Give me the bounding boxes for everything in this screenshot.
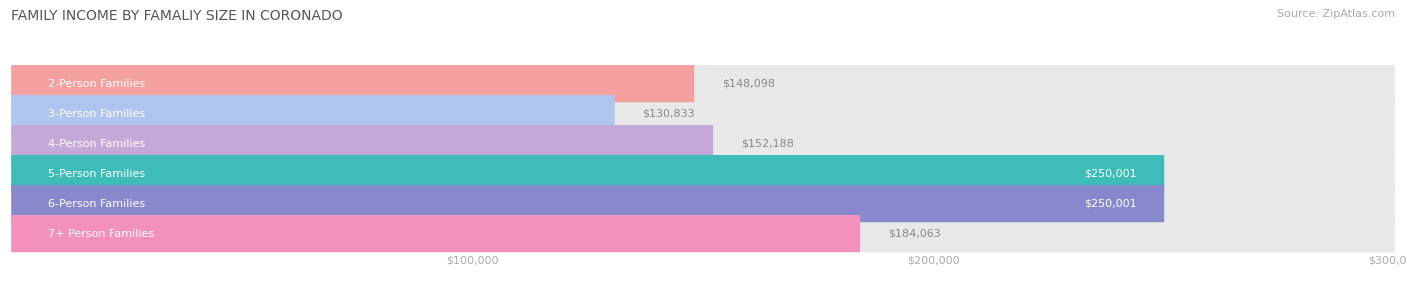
- Text: FAMILY INCOME BY FAMALIY SIZE IN CORONADO: FAMILY INCOME BY FAMALIY SIZE IN CORONAD…: [11, 9, 343, 23]
- Text: $184,063: $184,063: [887, 229, 941, 239]
- Text: 3-Person Families: 3-Person Families: [48, 109, 145, 119]
- FancyBboxPatch shape: [11, 155, 1395, 192]
- Text: $250,001: $250,001: [1084, 199, 1136, 209]
- FancyBboxPatch shape: [11, 215, 1395, 252]
- FancyBboxPatch shape: [11, 125, 1395, 162]
- FancyBboxPatch shape: [11, 95, 1395, 132]
- Text: 6-Person Families: 6-Person Families: [48, 199, 145, 209]
- Text: 2-Person Families: 2-Person Families: [48, 79, 145, 88]
- Text: $250,001: $250,001: [1084, 169, 1136, 179]
- Text: Source: ZipAtlas.com: Source: ZipAtlas.com: [1277, 9, 1395, 19]
- Text: $148,098: $148,098: [721, 79, 775, 88]
- Text: 4-Person Families: 4-Person Families: [48, 138, 145, 149]
- FancyBboxPatch shape: [11, 155, 1164, 192]
- Text: $152,188: $152,188: [741, 138, 793, 149]
- FancyBboxPatch shape: [11, 95, 614, 132]
- FancyBboxPatch shape: [11, 185, 1164, 222]
- Text: 5-Person Families: 5-Person Families: [48, 169, 145, 179]
- FancyBboxPatch shape: [11, 65, 1395, 102]
- FancyBboxPatch shape: [11, 125, 713, 162]
- FancyBboxPatch shape: [11, 65, 695, 102]
- FancyBboxPatch shape: [11, 215, 860, 252]
- Text: $130,833: $130,833: [643, 109, 695, 119]
- Text: 7+ Person Families: 7+ Person Families: [48, 229, 155, 239]
- FancyBboxPatch shape: [11, 185, 1395, 222]
